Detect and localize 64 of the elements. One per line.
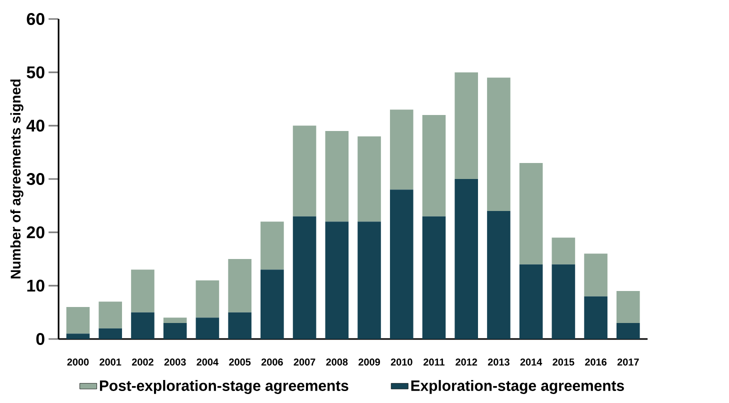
- bar: [390, 110, 414, 190]
- bar: [292, 216, 316, 339]
- bar: [552, 238, 576, 264]
- bar: [519, 163, 543, 264]
- bar: [163, 323, 187, 339]
- x-tick-label: 2015: [552, 358, 574, 366]
- bar: [196, 318, 220, 339]
- bar: [584, 254, 608, 296]
- bar: [422, 216, 446, 339]
- x-tick-label: 2000: [67, 358, 89, 366]
- bar: [325, 131, 349, 222]
- bar: [228, 312, 252, 339]
- x-tick-label: 2011: [424, 358, 445, 366]
- y-tick-label: 10: [27, 280, 44, 292]
- y-tick-label: 50: [26, 66, 44, 78]
- bar: [260, 222, 284, 270]
- bar: [616, 323, 640, 339]
- bar: [196, 280, 220, 318]
- x-tick-label: 2017: [617, 358, 639, 366]
- bar: [292, 126, 316, 216]
- x-tick-label: 2014: [520, 358, 542, 366]
- bar: [325, 222, 349, 339]
- bar: [358, 222, 381, 339]
- x-tick-label: 2006: [261, 358, 283, 366]
- x-tick-label: 2012: [456, 358, 478, 366]
- bar: [131, 312, 154, 339]
- x-tick-label: 2009: [358, 358, 380, 366]
- bar: [454, 72, 478, 179]
- x-tick-label: 2010: [390, 358, 412, 366]
- x-tick-label: 2002: [132, 358, 154, 366]
- bar: [358, 136, 381, 222]
- bar: [519, 264, 543, 339]
- bar: [616, 291, 640, 323]
- x-tick-label: 2016: [585, 358, 607, 366]
- x-tick-label: 2013: [488, 358, 510, 366]
- bar: [228, 259, 252, 312]
- bar: [454, 179, 478, 339]
- x-tick-label: 2004: [196, 358, 218, 366]
- y-tick-label: 30: [26, 172, 44, 186]
- bar: [98, 302, 122, 328]
- y-tick-label: 40: [26, 120, 44, 132]
- x-tick-label: 2005: [229, 358, 251, 366]
- bar: [422, 115, 446, 216]
- bar: [131, 270, 154, 312]
- bar: [260, 270, 284, 339]
- x-tick-label: 2007: [294, 358, 316, 366]
- bar: [66, 307, 90, 334]
- y-tick-label: 20: [26, 226, 44, 238]
- bar: [487, 211, 510, 339]
- x-tick-label: 2003: [164, 358, 186, 366]
- legend-label: Post-exploration-stage agreements: [100, 380, 348, 394]
- bar: [487, 78, 510, 211]
- bar: [390, 190, 414, 339]
- bar: [584, 296, 608, 339]
- bar: [66, 334, 90, 339]
- y-tick-label: 60: [26, 13, 44, 26]
- y-tick-label: 0: [36, 333, 44, 346]
- bar: [98, 328, 122, 339]
- x-tick-label: 2001: [100, 358, 122, 366]
- bar: [552, 264, 576, 339]
- y-axis-title: Number of agreements signed: [10, 80, 24, 278]
- legend-label: Exploration-stage agreements: [411, 380, 624, 394]
- x-tick-label: 2008: [326, 358, 348, 366]
- bar: [163, 318, 187, 323]
